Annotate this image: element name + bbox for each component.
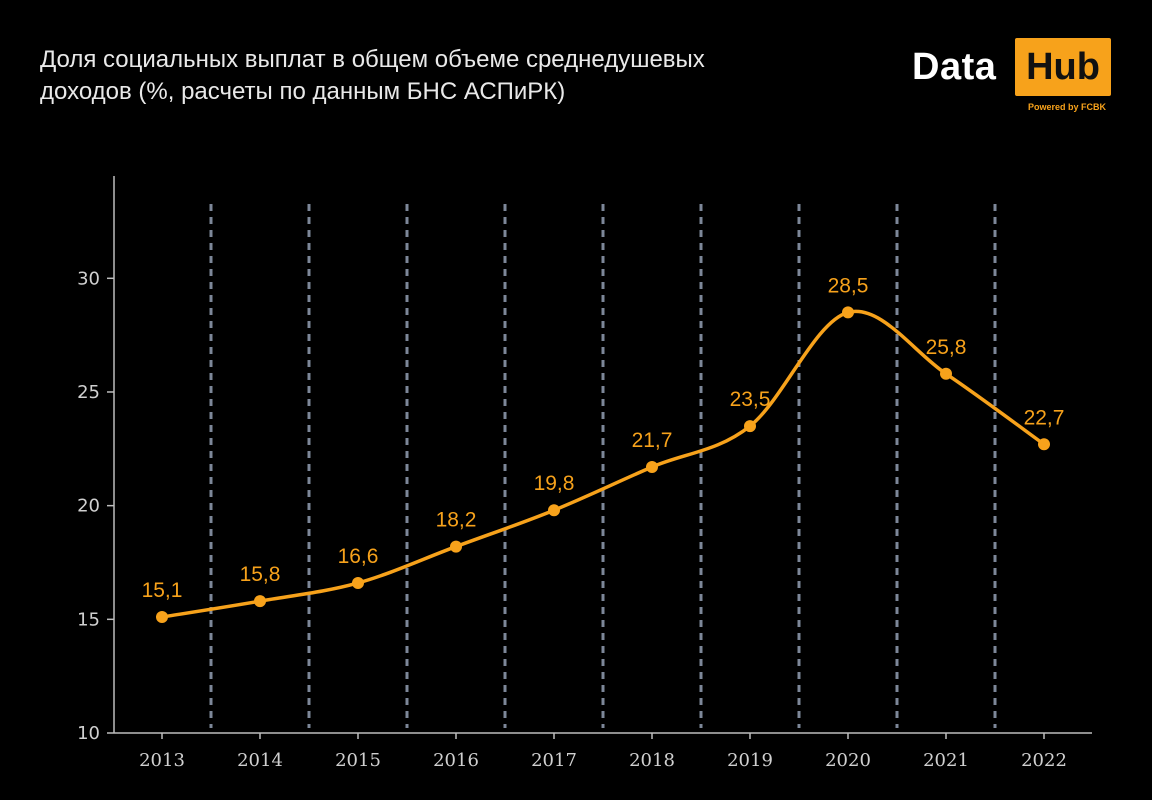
chart-title-line-2: доходов (%, расчеты по данным БНС АСПиРК… — [40, 78, 566, 105]
x-tick-label: 2013 — [139, 750, 185, 771]
x-tick-label: 2017 — [531, 750, 577, 771]
data-point — [450, 540, 462, 553]
data-point — [1038, 438, 1050, 451]
data-label: 21,7 — [632, 429, 673, 452]
data-point — [548, 504, 560, 517]
data-label: 15,8 — [240, 563, 281, 586]
data-label: 19,8 — [534, 472, 575, 495]
data-label: 28,5 — [828, 274, 869, 297]
y-tick-label: 15 — [77, 609, 100, 630]
series-line — [160, 309, 1046, 619]
y-tick-label: 20 — [77, 496, 100, 517]
x-tick-label: 2015 — [335, 750, 381, 771]
x-tick-label: 2021 — [923, 750, 969, 771]
data-point — [156, 611, 168, 624]
y-tick-label: 30 — [77, 268, 100, 289]
data-point — [254, 595, 266, 608]
data-label: 18,2 — [436, 509, 477, 532]
x-tick-label: 2018 — [629, 750, 675, 771]
x-tick-label: 2016 — [433, 750, 479, 771]
chart-title-line-1: Доля социальных выплат в общем объеме ср… — [40, 46, 705, 73]
logo-hub-text: Hub — [1026, 46, 1100, 88]
data-point — [940, 367, 952, 380]
logo-data-text: Data — [912, 46, 997, 88]
x-tick-label: 2019 — [727, 750, 773, 771]
x-tick-label: 2020 — [825, 750, 871, 771]
x-tick-label: 2014 — [237, 750, 283, 771]
logo-powered-text: Powered by FCBK — [1027, 102, 1106, 112]
data-label: 22,7 — [1024, 406, 1065, 429]
y-tick-label: 25 — [77, 382, 100, 403]
x-tick-label: 2022 — [1021, 750, 1067, 771]
data-label: 16,6 — [338, 545, 379, 568]
chart-title: Доля социальных выплат в общем объеме ср… — [40, 44, 860, 108]
data-point — [842, 306, 854, 319]
data-label: 15,1 — [142, 579, 183, 602]
logo-hub-box: Hub — [1015, 38, 1111, 96]
data-label: 25,8 — [926, 336, 967, 359]
datahub-logo: Data Hub Powered by FCBK — [912, 38, 1117, 118]
data-point — [646, 461, 658, 474]
data-point — [744, 420, 756, 433]
y-tick-label: 10 — [77, 723, 100, 744]
data-point — [352, 576, 364, 589]
data-label: 23,5 — [730, 388, 771, 411]
